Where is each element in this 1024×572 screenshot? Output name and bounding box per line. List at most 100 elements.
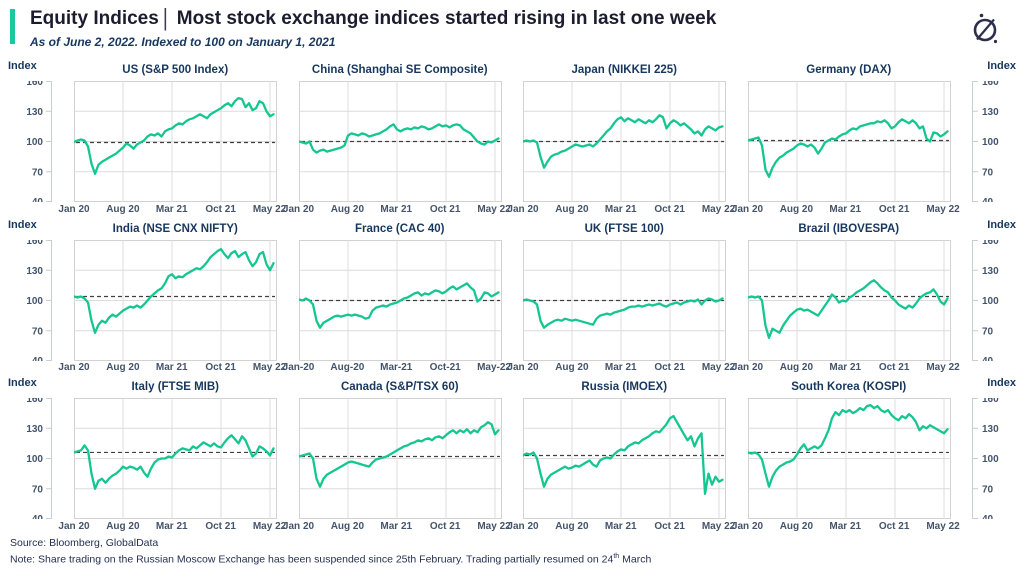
y-tick-label: 100 [982, 454, 999, 465]
y-tick-label: 100 [982, 296, 999, 307]
y-tick-label: 130 [982, 265, 999, 276]
note-text: Note: Share trading on the Russian Mosco… [10, 552, 652, 566]
x-tick-label: Jan 20 [507, 521, 539, 533]
x-tick-label: May 22 [477, 203, 511, 215]
india-x-axis: Jan 20 Aug 20 Mar 21 Oct 21 May 22 [58, 360, 286, 375]
china-series-line [298, 123, 500, 154]
x-tick-label: Aug 20 [106, 521, 140, 533]
south-korea-plot-area [747, 398, 951, 520]
x-tick-label: Jan 20 [731, 362, 764, 374]
chart-row-2: Index 160 130 100 70 40 India (NSE CNX NIFTY) J… [8, 219, 1016, 376]
x-tick-label: Oct 21 [654, 362, 685, 374]
page-subtitle: As of June 2, 2022. Indexed to 100 on Ja… [30, 35, 336, 49]
x-tick-label: May 22 [701, 362, 736, 374]
france-chart-title: France (CAC 40) [355, 222, 445, 235]
right-axis-header: Index [972, 219, 1016, 240]
japan-series-line [523, 114, 724, 169]
x-tick-label: Jan-20 [282, 362, 315, 374]
x-tick-label: Jan 20 [731, 521, 764, 533]
y-tick-label: 160 [26, 240, 43, 247]
chart-germany: Germany (DAX) Jan 20 Aug 20 Mar 21 Oct 21 May… [732, 64, 960, 217]
russia-x-axis: Jan 20 Aug 20 Mar 21 Oct 21 May 22 [507, 519, 735, 534]
germany-chart-title: Germany (DAX) [806, 64, 892, 76]
italy-x-axis: Jan 20 Aug 20 Mar 21 Oct 21 May 22 [58, 519, 286, 534]
chart-row-3: Index 160 130 100 70 40 Italy (FTSE MIB) Jan 20… [8, 377, 1016, 534]
us-series-line [74, 96, 275, 175]
chart-us: US (S&P 500 Index) Jan 20 Aug 20 Mar 21 Oct … [58, 64, 286, 217]
x-tick-label: May 22 [252, 203, 287, 215]
x-tick-label: May 22 [926, 362, 960, 374]
y-tick-label: 70 [982, 167, 994, 178]
japan-x-axis: Jan 20 Aug 20 Mar 21 Oct 21 May 22 [507, 202, 735, 217]
y-tick-label: 160 [26, 398, 43, 405]
x-tick-label: May 22 [252, 362, 287, 374]
charts-grid: Index 160 130 100 70 40 US (S&P 500 Index) Jan … [8, 60, 1016, 534]
brazil-series-line [747, 278, 949, 339]
right-axis-header: Index [972, 377, 1016, 398]
x-tick-label: Oct 21 [205, 521, 236, 533]
x-tick-label: May 22 [701, 521, 736, 533]
right-value-axis: Index 160 130 100 70 40 [972, 377, 1016, 534]
x-tick-label: Jan 20 [507, 203, 539, 215]
left-value-axis: Index 160 130 100 70 40 [8, 60, 52, 217]
china-x-axis: Jan 20 Aug 20 Mar 21 Oct 21 May 22 [283, 202, 511, 217]
x-tick-label: Aug 20 [555, 521, 589, 533]
left-axis-scale: 160 130 100 70 40 [8, 81, 52, 202]
y-tick-label: 70 [32, 326, 44, 337]
x-tick-label: Aug 20 [779, 203, 814, 215]
x-tick-label: Oct 21 [878, 521, 910, 533]
x-tick-label: Jan 20 [282, 203, 315, 215]
chart-south-korea: South Korea (KOSPI) Jan 20 Aug 20 Mar 21 Oct… [732, 381, 960, 534]
china-chart-title: China (Shanghai SE Composite) [311, 64, 488, 76]
chart-canada: Canada (S&P/TSX 60) Jan 20 Aug 20 Mar 21 Oct… [283, 381, 511, 534]
uk-plot-area [523, 239, 726, 361]
germany-x-axis: Jan 20 Aug 20 Mar 21 Oct 21 May 22 [732, 202, 960, 217]
x-tick-label: Mar 21 [155, 362, 188, 374]
canada-x-axis: Jan 20 Aug 20 Mar 21 Oct 21 May 22 [283, 519, 511, 534]
y-tick-label: 160 [26, 81, 43, 88]
x-tick-label: Mar 21 [604, 362, 637, 374]
italy-chart-title: Italy (FTSE MIB) [131, 381, 220, 394]
right-axis-spacer [972, 360, 1016, 375]
right-value-axis: Index 160 130 100 70 40 [972, 219, 1016, 376]
x-tick-label: Oct 21 [429, 521, 461, 533]
y-tick-label: 160 [982, 81, 999, 88]
italy-plot-area [74, 398, 277, 520]
x-tick-label: Jan 20 [58, 362, 90, 374]
x-tick-label: Mar 21 [829, 362, 862, 374]
chart-japan: Japan (NIKKEI 225) Jan 20 Aug 20 Mar 21 Oct … [507, 64, 735, 217]
chart-france: France (CAC 40) Jan-20 Aug-20 Mar-21 Oct-21 M… [283, 222, 511, 376]
x-tick-label: Aug 20 [330, 203, 365, 215]
x-tick-label: Mar 21 [155, 521, 188, 533]
y-tick-label: 40 [32, 356, 44, 361]
index-axis-label: Index [8, 60, 37, 72]
y-tick-label: 130 [982, 424, 999, 435]
x-tick-label: Aug 20 [779, 362, 814, 374]
us-chart-title: US (S&P 500 Index) [122, 64, 229, 76]
brazil-x-axis: Jan 20 Aug 20 Mar 21 Oct 21 May 22 [732, 360, 960, 375]
brazil-plot-area [747, 239, 951, 361]
header-titles: Equity Indices | Most stock exchange indic… [30, 5, 716, 49]
x-tick-label: May 22 [926, 203, 960, 215]
right-axis-scale: 160 130 100 70 40 [972, 81, 1016, 202]
south-korea-x-axis: Jan 20 Aug 20 Mar 21 Oct 21 May 22 [732, 519, 960, 534]
page-title: Equity Indices [30, 8, 159, 29]
india-chart-title: India (NSE CNX NIFTY) [112, 222, 238, 235]
x-tick-label: Jan 20 [58, 203, 90, 215]
x-tick-label: Jan 20 [282, 521, 315, 533]
y-tick-label: 40 [982, 197, 994, 202]
title-separator: | [162, 5, 168, 32]
left-value-axis: Index 160 130 100 70 40 [8, 219, 52, 376]
x-tick-label: May 22 [701, 203, 736, 215]
chart-russia: Russia (IMOEX) Jan 20 Aug 20 Mar 21 Oct 21 Ma… [507, 381, 735, 534]
x-tick-label: Jan 20 [58, 521, 90, 533]
left-axis-header: Index [8, 60, 52, 81]
canada-chart-title: Canada (S&P/TSX 60) [340, 381, 459, 394]
left-axis-scale: 160 130 100 70 40 [8, 239, 52, 361]
chart-india: India (NSE CNX NIFTY) Jan 20 Aug 20 Mar 21 O… [58, 222, 286, 376]
canada-plot-area [298, 398, 502, 520]
x-tick-label: Aug 20 [106, 362, 140, 374]
germany-series-line [747, 118, 949, 178]
chart-brazil: Brazil (IBOVESPA) Jan 20 Aug 20 Mar 21 Oct 2… [732, 223, 960, 376]
x-tick-label: Oct 21 [654, 203, 685, 215]
